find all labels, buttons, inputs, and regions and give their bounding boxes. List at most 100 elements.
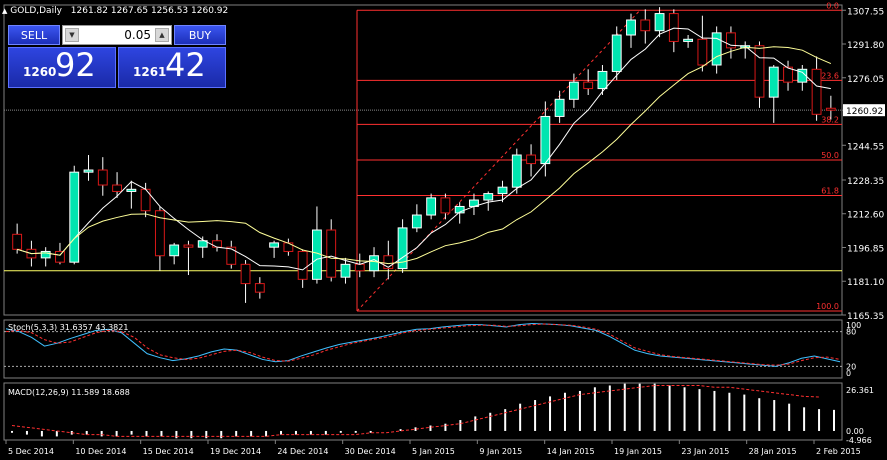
candle-body: [169, 244, 180, 257]
candle-body: [726, 32, 736, 49]
lot-size-input[interactable]: [83, 27, 151, 43]
candle-body: [426, 197, 437, 216]
stoch-main-line: [5, 322, 841, 367]
ask-price-prefix: 1261: [133, 65, 167, 79]
candle-body: [254, 283, 265, 293]
candle-body: [212, 240, 222, 248]
candle-body: [640, 19, 651, 32]
candle-body: [697, 38, 708, 66]
candle-body: [354, 263, 365, 272]
candle-body: [183, 244, 194, 248]
price-tick-label: 1307.55: [847, 7, 884, 17]
triangle-up-icon: ▲: [2, 7, 8, 15]
candle-body: [554, 98, 565, 117]
candle-body: [55, 250, 65, 263]
candle-body: [383, 255, 394, 270]
ask-price-pips: 42: [165, 46, 206, 84]
candle-body: [783, 66, 793, 83]
current-price-marker: [843, 104, 885, 117]
bid-price-button[interactable]: 1260 92: [8, 46, 116, 88]
candle-body: [668, 13, 679, 42]
candle-body: [112, 184, 122, 192]
candle-body: [454, 205, 465, 214]
candle-body: [240, 263, 251, 285]
fast-moving-average-line: [16, 27, 831, 271]
stoch-signal-line: [5, 323, 841, 366]
candle-body: [40, 250, 51, 259]
candle-body: [326, 229, 337, 278]
time-axis-label: 30 Dec 2014: [345, 447, 396, 456]
candle-body: [811, 68, 822, 115]
stoch-frame: [3, 319, 843, 379]
slow-moving-average-line: [16, 46, 832, 265]
price-tick-label: 1244.55: [847, 142, 884, 152]
bid-price-pips: 92: [55, 46, 96, 84]
candle-body: [797, 68, 808, 83]
time-axis-label: 10 Dec 2014: [75, 447, 126, 456]
candle-body: [440, 197, 451, 214]
candle-body: [711, 32, 722, 66]
candle-body: [397, 227, 408, 270]
stoch-scale-label: 100: [846, 321, 861, 330]
arrow-down-icon[interactable]: ▼: [65, 28, 79, 42]
arrow-up-icon[interactable]: ▲: [155, 28, 169, 42]
candle-body: [369, 255, 379, 272]
macd-scale-label: 0.00: [846, 427, 864, 436]
time-axis-label: 19 Jan 2015: [614, 447, 662, 456]
ohlc-values: 1261.82 1267.65 1256.53 1260.92: [70, 6, 229, 16]
price-tick-label: 1212.60: [847, 211, 884, 221]
time-axis-label: 5 Jan 2015: [412, 447, 455, 456]
candle-body: [154, 210, 165, 257]
candle-body: [511, 154, 522, 188]
time-axis-label: 24 Dec 2014: [277, 447, 328, 456]
price-tick-label: 1276.05: [847, 75, 884, 85]
time-axis-label: 19 Dec 2014: [210, 447, 261, 456]
candle-body: [411, 214, 422, 229]
time-axis-label: 28 Jan 2015: [749, 447, 797, 456]
macd-frame: [3, 382, 843, 441]
candle-body: [69, 171, 80, 263]
candle-body: [540, 115, 551, 165]
price-tick-label: 1165.35: [847, 312, 884, 322]
bid-price-prefix: 1260: [23, 65, 57, 79]
sell-button[interactable]: SELL: [8, 25, 60, 45]
fibonacci-level-label: 23.6: [821, 71, 839, 80]
ask-price-button[interactable]: 1261 42: [118, 46, 226, 88]
fibonacci-level-label: 0.0: [826, 1, 839, 10]
candle-body: [483, 193, 494, 201]
candle-body: [197, 240, 208, 248]
macd-scale-label: -4.966: [846, 436, 872, 445]
current-price-label: 1260.92: [846, 107, 883, 117]
candle-body: [497, 186, 508, 195]
price-tick-label: 1196.85: [847, 244, 884, 254]
time-axis-label: 15 Dec 2014: [143, 447, 194, 456]
one-click-trading-panel: SELL ▼ ▲ BUY 1260 92 1261 42: [8, 25, 226, 88]
stoch-scale-label: 0: [846, 369, 851, 378]
chart-header: ▲ GOLD,Daily 1261.82 1267.65 1256.53 126…: [2, 6, 228, 16]
stoch-scale-label: 20: [846, 362, 856, 371]
stoch-label: Stoch(5,3,3) 31.6357 43.3821: [8, 323, 128, 332]
time-axis-label: 2 Feb 2015: [816, 447, 861, 456]
candle-body: [83, 169, 94, 173]
candle-body: [568, 81, 579, 100]
price-tick-label: 1291.80: [847, 41, 884, 51]
candle-body: [583, 81, 594, 90]
candle-body: [126, 188, 137, 192]
candle-body: [12, 233, 23, 250]
time-axis-label: 9 Jan 2015: [479, 447, 522, 456]
fibonacci-level-label: 50.0: [821, 151, 839, 160]
candle-body: [768, 66, 779, 98]
price-tick-label: 1228.35: [847, 177, 884, 187]
fibonacci-level-label: 61.8: [821, 187, 839, 196]
candle-body: [825, 107, 836, 111]
candle-body: [626, 19, 636, 36]
candle-body: [340, 263, 351, 278]
fibonacci-level-label: 38.2: [821, 115, 839, 124]
candle-body: [97, 169, 108, 186]
candle-body: [683, 38, 694, 42]
candle-body: [297, 250, 308, 280]
buy-button[interactable]: BUY: [174, 25, 226, 45]
macd-label: MACD(12,26,9) 11.589 18.688: [8, 388, 130, 397]
candle-body: [226, 246, 237, 265]
